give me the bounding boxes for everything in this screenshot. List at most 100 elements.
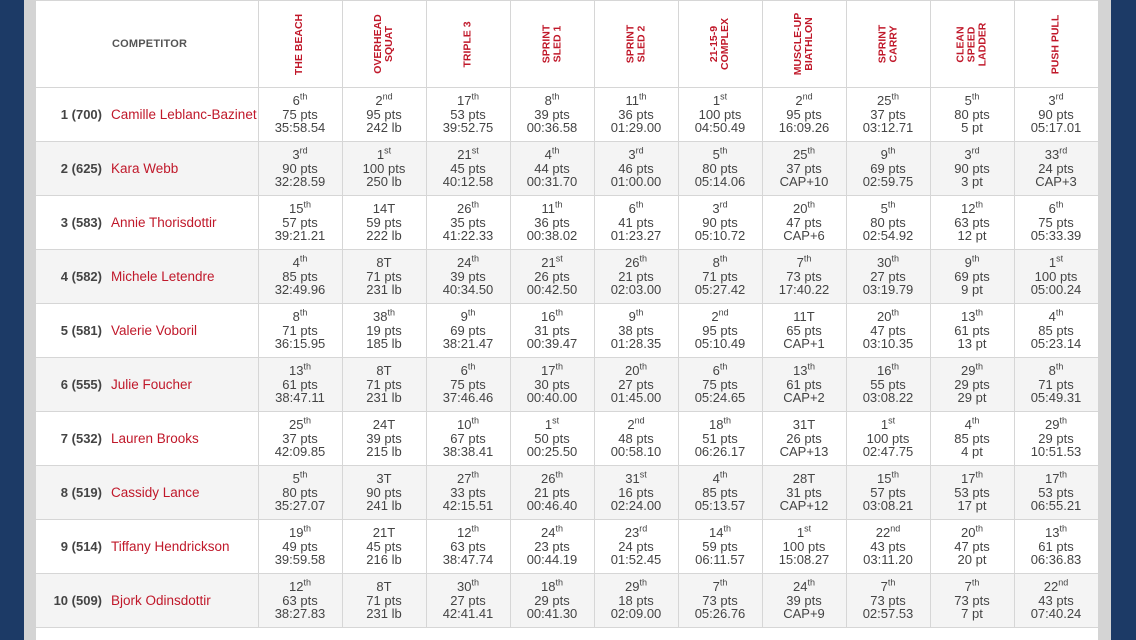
event-result-cell[interactable]: 25th 37 pts 42:09.85 [257,411,343,466]
event-result-cell[interactable]: 6th 41 pts 01:23.27 [593,195,679,250]
table-row[interactable]: 5 (581) Valerie Voboril 8th 71 pts 36:15.95 3… [36,303,1098,358]
event-result-cell[interactable]: 4th 85 pts 05:23.14 [1013,303,1098,358]
event-result-cell[interactable]: 8T 71 pts 231 lb [341,249,427,304]
event-result-cell[interactable]: 21st 45 pts 40:12.58 [425,141,511,196]
event-result-cell[interactable]: 5th 80 pts 5 pt [929,87,1015,142]
table-row[interactable]: 4 (582) Michele Letendre 4th 85 pts 32:49.96… [36,249,1098,304]
event-result-cell[interactable]: 4th 85 pts 4 pt [929,411,1015,466]
table-row[interactable]: 2 (625) Kara Webb 3rd 90 pts 32:28.59 1st 100 … [36,141,1098,196]
event-result-cell[interactable]: 22nd 43 pts 03:11.20 [845,519,931,574]
event-result-cell[interactable]: 3rd 90 pts 3 pt [929,141,1015,196]
event-result-cell[interactable]: 18th 51 pts 06:26.17 [677,411,763,466]
event-result-cell[interactable]: 13th 61 pts 38:47.11 [257,357,343,412]
event-result-cell[interactable]: 17th 53 pts 17 pt [929,465,1015,520]
athlete-name-link[interactable]: Tiffany Hendrickson [111,539,230,554]
table-row[interactable]: 1 (700) Camille Leblanc-Bazinet 6th 75 pts 3… [36,87,1098,142]
event-result-cell[interactable]: 9th 38 pts 01:28.35 [593,303,679,358]
event-result-cell[interactable]: 7th 73 pts 02:57.53 [845,573,931,628]
event-result-cell[interactable]: 10th 67 pts 38:38.41 [425,411,511,466]
event-result-cell[interactable]: 14th 59 pts 06:11.57 [677,519,763,574]
table-row[interactable]: 10 (509) Bjork Odinsdottir 12th 63 pts 38:27… [36,573,1098,628]
event-result-cell[interactable]: 8th 71 pts 05:49.31 [1013,357,1098,412]
event-result-cell[interactable]: 26th 35 pts 41:22.33 [425,195,511,250]
event-column-header[interactable]: CLEAN SPEED LADDER [929,0,1015,88]
event-result-cell[interactable]: 21st 26 pts 00:42.50 [509,249,595,304]
event-result-cell[interactable]: 8th 39 pts 00:36.58 [509,87,595,142]
event-result-cell[interactable]: 22nd 43 pts 07:40.24 [1013,573,1098,628]
table-row[interactable]: 7 (532) Lauren Brooks 25th 37 pts 42:09.85 24… [36,411,1098,466]
event-result-cell[interactable]: 1st 100 pts 15:08.27 [761,519,847,574]
event-result-cell[interactable]: 17th 53 pts 06:55.21 [1013,465,1098,520]
event-result-cell[interactable]: 1st 100 pts 04:50.49 [677,87,763,142]
event-result-cell[interactable]: 9th 69 pts 38:21.47 [425,303,511,358]
event-result-cell[interactable]: 5th 80 pts 35:27.07 [257,465,343,520]
event-result-cell[interactable]: 1st 100 pts 05:00.24 [1013,249,1098,304]
event-result-cell[interactable]: 13th 61 pts 06:36.83 [1013,519,1098,574]
event-result-cell[interactable]: 25th 37 pts 03:12.71 [845,87,931,142]
event-result-cell[interactable]: 11T 65 pts CAP+1 [761,303,847,358]
event-result-cell[interactable]: 20th 47 pts CAP+6 [761,195,847,250]
event-result-cell[interactable]: 20th 47 pts 03:10.35 [845,303,931,358]
event-result-cell[interactable]: 29th 29 pts 29 pt [929,357,1015,412]
event-result-cell[interactable]: 6th 75 pts 37:46.46 [425,357,511,412]
event-result-cell[interactable]: 4th 85 pts 32:49.96 [257,249,343,304]
event-result-cell[interactable]: 17th 30 pts 00:40.00 [509,357,595,412]
event-result-cell[interactable]: 8th 71 pts 05:27.42 [677,249,763,304]
event-result-cell[interactable]: 30th 27 pts 42:41.41 [425,573,511,628]
event-result-cell[interactable]: 12th 63 pts 38:47.74 [425,519,511,574]
event-result-cell[interactable]: 24th 39 pts CAP+9 [761,573,847,628]
event-result-cell[interactable]: 16th 31 pts 00:39.47 [509,303,595,358]
event-result-cell[interactable]: 14T 59 pts 222 lb [341,195,427,250]
event-result-cell[interactable]: 20th 47 pts 20 pt [929,519,1015,574]
event-result-cell[interactable]: 26th 21 pts 02:03.00 [593,249,679,304]
athlete-name-link[interactable]: Julie Foucher [111,377,193,392]
athlete-name-link[interactable]: Cassidy Lance [111,485,200,500]
event-result-cell[interactable]: 4th 85 pts 05:13.57 [677,465,763,520]
event-result-cell[interactable]: 23rd 24 pts 01:52.45 [593,519,679,574]
event-result-cell[interactable]: 24T 39 pts 215 lb [341,411,427,466]
event-result-cell[interactable]: 13th 61 pts 13 pt [929,303,1015,358]
event-result-cell[interactable]: 16th 55 pts 03:08.22 [845,357,931,412]
event-result-cell[interactable]: 6th 75 pts 35:58.54 [257,87,343,142]
event-result-cell[interactable]: 15th 57 pts 03:08.21 [845,465,931,520]
event-result-cell[interactable]: 7th 73 pts 17:40.22 [761,249,847,304]
event-result-cell[interactable]: 25th 37 pts CAP+10 [761,141,847,196]
event-column-header[interactable]: SPRINT SLED 2 [593,0,679,88]
table-row[interactable]: 9 (514) Tiffany Hendrickson 19th 49 pts 39:5… [36,519,1098,574]
event-result-cell[interactable]: 31st 16 pts 02:24.00 [593,465,679,520]
athlete-name-link[interactable]: Kara Webb [111,161,179,176]
event-result-cell[interactable]: 11th 36 pts 00:38.02 [509,195,595,250]
event-result-cell[interactable]: 17th 53 pts 39:52.75 [425,87,511,142]
event-column-header[interactable]: PUSH PULL [1013,0,1098,88]
event-result-cell[interactable]: 1st 100 pts 250 lb [341,141,427,196]
event-result-cell[interactable]: 3rd 90 pts 05:10.72 [677,195,763,250]
event-result-cell[interactable]: 24th 39 pts 40:34.50 [425,249,511,304]
athlete-name-link[interactable]: Michele Letendre [111,269,215,284]
event-result-cell[interactable]: 19th 49 pts 39:59.58 [257,519,343,574]
event-column-header[interactable]: TRIPLE 3 [425,0,511,88]
event-result-cell[interactable]: 6th 75 pts 05:24.65 [677,357,763,412]
event-result-cell[interactable]: 5th 80 pts 05:14.06 [677,141,763,196]
event-result-cell[interactable]: 7th 73 pts 05:26.76 [677,573,763,628]
event-result-cell[interactable]: 5th 80 pts 02:54.92 [845,195,931,250]
event-result-cell[interactable]: 1st 50 pts 00:25.50 [509,411,595,466]
event-result-cell[interactable]: 26th 21 pts 00:46.40 [509,465,595,520]
event-result-cell[interactable]: 3rd 90 pts 05:17.01 [1013,87,1098,142]
event-column-header[interactable]: MUSCLE-UP BIATHLON [761,0,847,88]
event-result-cell[interactable]: 15th 57 pts 39:21.21 [257,195,343,250]
event-result-cell[interactable]: 4th 44 pts 00:31.70 [509,141,595,196]
event-result-cell[interactable]: 21T 45 pts 216 lb [341,519,427,574]
competitor-column-header[interactable]: COMPETITOR [36,0,259,88]
event-result-cell[interactable]: 33rd 24 pts CAP+3 [1013,141,1098,196]
event-result-cell[interactable]: 29th 29 pts 10:51.53 [1013,411,1098,466]
event-result-cell[interactable]: 2nd 95 pts 05:10.49 [677,303,763,358]
event-result-cell[interactable]: 2nd 48 pts 00:58.10 [593,411,679,466]
event-result-cell[interactable]: 7th 73 pts 7 pt [929,573,1015,628]
event-result-cell[interactable]: 24th 23 pts 00:44.19 [509,519,595,574]
event-result-cell[interactable]: 6th 75 pts 05:33.39 [1013,195,1098,250]
event-result-cell[interactable]: 3T 90 pts 241 lb [341,465,427,520]
athlete-name-link[interactable]: Bjork Odinsdottir [111,593,211,608]
event-result-cell[interactable]: 8T 71 pts 231 lb [341,573,427,628]
event-result-cell[interactable]: 27th 33 pts 42:15.51 [425,465,511,520]
event-column-header[interactable]: THE BEACH [257,0,343,88]
